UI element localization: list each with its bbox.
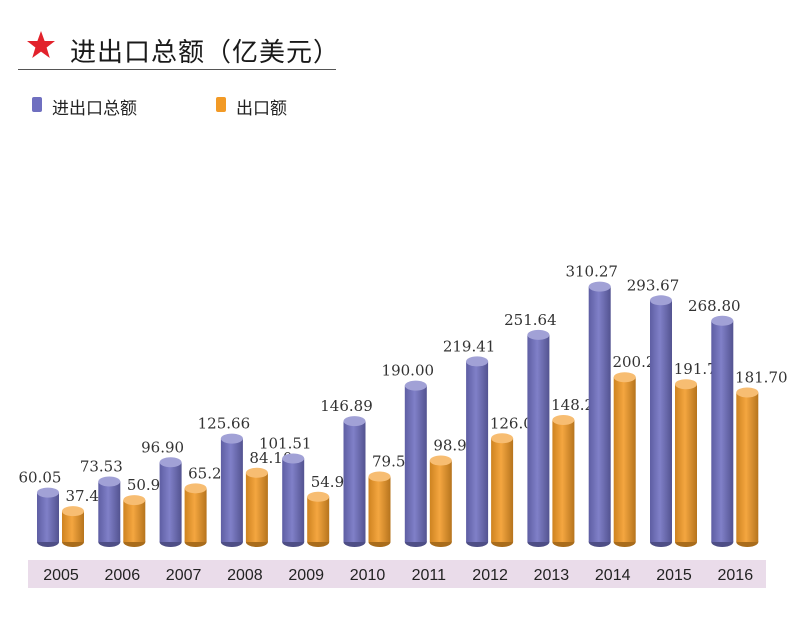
chart-header: 进出口总额（亿美元）	[18, 22, 339, 72]
data-label-total-2016: 268.80	[688, 297, 741, 315]
bar-export-2014	[613, 372, 636, 547]
bar-total-2006	[98, 476, 121, 547]
x-tick-label-2010: 2010	[350, 567, 386, 584]
x-axis-band	[28, 560, 766, 588]
x-tick-label-2007: 2007	[166, 567, 202, 584]
bar-total-2016	[711, 315, 734, 547]
x-tick-label-2014: 2014	[595, 567, 631, 584]
bar-total-2010	[343, 416, 366, 547]
x-tick-label-2013: 2013	[534, 567, 570, 584]
bar-export-2007	[184, 483, 207, 547]
legend-swatch-total	[32, 97, 42, 112]
star-icon	[27, 31, 55, 58]
data-label-export-2006: 50.94	[127, 476, 170, 494]
data-label-export-2010: 79.55	[372, 453, 415, 471]
data-label-total-2007: 96.90	[141, 438, 184, 456]
bar-total-2011	[404, 380, 427, 547]
bar-export-2012	[491, 433, 514, 547]
bar-export-2010	[368, 471, 391, 547]
data-label-export-2016: 181.70	[735, 368, 788, 386]
data-label-total-2005: 60.05	[19, 469, 62, 487]
data-label-total-2013: 251.64	[504, 311, 557, 329]
legend-label-export: 出口额	[236, 99, 287, 119]
data-label-total-2015: 293.67	[627, 276, 680, 294]
data-label-export-2008: 84.10	[249, 449, 292, 467]
bar-total-2013	[527, 329, 550, 547]
data-label-total-2006: 73.53	[80, 457, 123, 475]
bar-export-2008	[245, 467, 268, 547]
data-label-export-2007: 65.23	[188, 464, 231, 482]
bar-total-2005	[37, 487, 59, 547]
data-label-total-2011: 190.00	[382, 362, 435, 380]
data-label-total-2014: 310.27	[565, 263, 618, 281]
x-tick-label-2008: 2008	[227, 567, 263, 584]
bar-total-2008	[220, 433, 243, 547]
bar-total-2007	[159, 457, 182, 547]
bar-export-2006	[123, 495, 146, 547]
bar-export-2011	[429, 455, 452, 547]
bar-export-2009	[307, 491, 330, 547]
x-tick-label-2011: 2011	[412, 567, 447, 584]
bar-export-2015	[675, 379, 697, 547]
x-tick-label-2012: 2012	[472, 567, 508, 584]
bar-total-2012	[466, 356, 489, 547]
bar-export-2005	[62, 506, 84, 547]
data-label-total-2009: 101.51	[259, 434, 312, 452]
bar-total-2014	[588, 281, 611, 547]
bar-total-2015	[650, 295, 672, 547]
data-label-export-2005: 37.47	[66, 487, 109, 505]
bar-export-2016	[736, 387, 759, 547]
data-label-total-2010: 146.89	[320, 397, 373, 415]
title-divider	[18, 69, 336, 70]
x-tick-label-2016: 2016	[718, 567, 754, 584]
bar-export-2013	[552, 415, 575, 547]
legend-label-total: 进出口总额	[52, 99, 137, 119]
chart-title: 进出口总额（亿美元）	[70, 38, 341, 68]
x-tick-label-2009: 2009	[288, 567, 324, 584]
data-label-export-2009: 54.92	[311, 473, 354, 491]
data-label-export-2011: 98.97	[433, 437, 476, 455]
data-label-total-2012: 219.41	[443, 337, 496, 355]
data-label-total-2008: 125.66	[198, 415, 251, 433]
x-tick-label-2006: 2006	[105, 567, 141, 584]
x-tick-label-2015: 2015	[656, 567, 692, 584]
bar-total-2009	[282, 453, 305, 547]
legend-swatch-export	[216, 97, 226, 112]
x-tick-label-2005: 2005	[43, 567, 79, 584]
